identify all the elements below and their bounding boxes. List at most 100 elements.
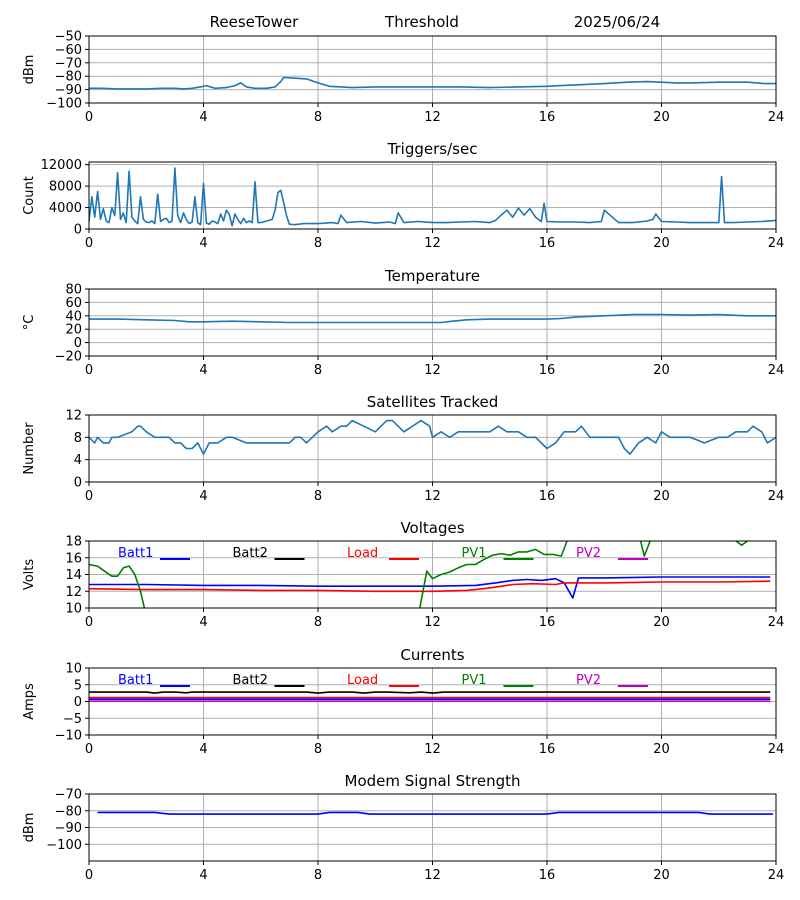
temperature-series-line <box>89 313 776 324</box>
voltages-ytick-label: 10 <box>65 602 82 617</box>
modem-xtick-label: 12 <box>424 868 441 883</box>
signal-xtick-label: 20 <box>653 110 670 125</box>
currents-legend-pv1: PV1 <box>462 673 487 688</box>
temperature-title: Temperature <box>384 267 480 285</box>
temperature-xtick-label: 12 <box>424 363 441 378</box>
modem-xtick-label: 24 <box>768 868 785 883</box>
satellites-xtick-label: 0 <box>85 489 93 504</box>
currents-xtick-label: 4 <box>199 742 207 757</box>
temperature-xtick-label: 16 <box>539 363 556 378</box>
signal-ylabel: dBm <box>22 55 37 85</box>
signal-xtick-label: 0 <box>85 110 93 125</box>
satellites-xtick-label: 20 <box>653 489 670 504</box>
triggers-xtick-label: 4 <box>199 236 207 251</box>
signal-xtick-label: 8 <box>314 110 322 125</box>
station-name: ReeseTower <box>210 13 300 31</box>
voltages-xtick-label: 4 <box>199 615 207 630</box>
modem-ytick-label: −90 <box>55 821 82 836</box>
currents-xtick-label: 12 <box>424 742 441 757</box>
triggers-ytick-label: 8000 <box>49 180 82 195</box>
currents-legend-load: Load <box>347 673 378 688</box>
currents-ytick-label: 5 <box>74 678 82 693</box>
triggers-xtick-label: 24 <box>768 236 785 251</box>
satellites-xtick-label: 4 <box>199 489 207 504</box>
satellites-series-line <box>89 419 776 455</box>
modem-ytick-label: −100 <box>46 838 82 853</box>
currents-ytick-label: −10 <box>55 729 82 744</box>
triggers-xtick-label: 8 <box>314 236 322 251</box>
voltages-legend-pv2: PV2 <box>576 546 601 561</box>
modem-series-line <box>97 811 774 815</box>
currents-xtick-label: 0 <box>85 742 93 757</box>
currents-legend-batt1: Batt1 <box>118 673 153 688</box>
triggers-series-line <box>89 167 776 227</box>
currents-legend-batt2: Batt2 <box>233 673 268 688</box>
voltages-ytick-label: 14 <box>65 568 82 583</box>
satellites-ytick-label: 8 <box>74 431 82 446</box>
voltages-xtick-label: 8 <box>314 615 322 630</box>
modem-ylabel: dBm <box>22 813 37 843</box>
triggers-ytick-label: 0 <box>74 223 82 238</box>
modem-xtick-label: 4 <box>199 868 207 883</box>
temperature-ytick-label: 40 <box>65 309 82 324</box>
voltages-xtick-label: 12 <box>424 615 441 630</box>
triggers-ytick-label: 4000 <box>49 201 82 216</box>
signal-xtick-label: 12 <box>424 110 441 125</box>
voltages-ytick-label: 16 <box>65 551 82 566</box>
voltages-xtick-label: 24 <box>768 615 785 630</box>
triggers-ylabel: Count <box>22 176 37 215</box>
voltages-series-pv1 <box>735 541 748 547</box>
signal-xtick-label: 4 <box>199 110 207 125</box>
signal-series-line <box>89 76 776 90</box>
currents-legend-pv2: PV2 <box>576 673 601 688</box>
satellites-panel: 0 4 8 12 16 20 24 0 4 8 12 Satellites Tracked Number <box>22 393 784 504</box>
triggers-panel: 0 4 8 12 16 20 24 0 4000 8000 12000 Triggers/sec Cou… <box>22 140 784 251</box>
satellites-ylabel: Number <box>22 422 37 475</box>
voltages-ylabel: Volts <box>22 559 37 591</box>
temperature-ytick-label: 0 <box>74 336 82 351</box>
modem-title: Modem Signal Strength <box>345 772 521 790</box>
currents-ylabel: Amps <box>22 683 37 720</box>
temperature-xtick-label: 20 <box>653 363 670 378</box>
signal-ytick-label: −80 <box>55 70 82 85</box>
voltages-xtick-label: 0 <box>85 615 93 630</box>
voltages-series-load <box>89 580 771 593</box>
satellites-xtick-label: 16 <box>539 489 556 504</box>
temperature-ytick-label: −20 <box>55 350 82 365</box>
currents-xtick-label: 16 <box>539 742 556 757</box>
triggers-title: Triggers/sec <box>387 140 478 158</box>
voltages-legend-pv1: PV1 <box>462 546 487 561</box>
signal-panel: 0 4 8 12 16 20 24 −100−90−80−70−60−50 dBm <box>22 30 784 126</box>
modem-xtick-label: 0 <box>85 868 93 883</box>
currents-series-batt2 <box>89 691 771 694</box>
voltages-series-batt1 <box>89 576 771 599</box>
signal-ytick-label: −60 <box>55 43 82 58</box>
voltages-legend-load: Load <box>347 546 378 561</box>
modem-xtick-label: 20 <box>653 868 670 883</box>
voltages-xtick-label: 20 <box>653 615 670 630</box>
temperature-ylabel: °C <box>22 315 37 331</box>
triggers-xtick-label: 16 <box>539 236 556 251</box>
satellites-ytick-label: 12 <box>65 409 82 424</box>
satellites-ytick-label: 4 <box>74 453 82 468</box>
triggers-xtick-label: 12 <box>424 236 441 251</box>
temperature-xtick-label: 24 <box>768 363 785 378</box>
report-date: 2025/06/24 <box>574 13 660 31</box>
satellites-title: Satellites Tracked <box>367 393 498 411</box>
currents-xtick-label: 24 <box>768 742 785 757</box>
voltages-series-pv1 <box>89 541 568 608</box>
modem-ytick-label: −70 <box>55 788 82 803</box>
currents-ytick-label: 10 <box>65 662 82 677</box>
voltages-legend-batt1: Batt1 <box>118 546 153 561</box>
currents-xtick-label: 8 <box>314 742 322 757</box>
modem-xtick-label: 16 <box>539 868 556 883</box>
temperature-xtick-label: 8 <box>314 363 322 378</box>
voltages-title: Voltages <box>400 519 464 537</box>
triggers-xtick-label: 20 <box>653 236 670 251</box>
modem-panel: 0 4 8 12 16 20 24 −100 −90 −80−70 Modem Signal Str… <box>22 772 784 883</box>
